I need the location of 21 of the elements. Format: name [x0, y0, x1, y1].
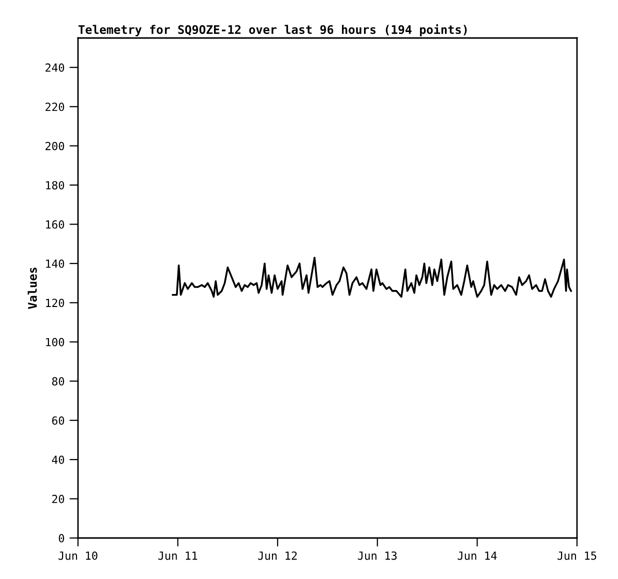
x-tick-label: Jun 10 [58, 551, 98, 560]
y-tick-label: 140 [46, 259, 64, 268]
y-tick-label: 80 [52, 377, 64, 386]
x-tick-label: Jun 12 [258, 551, 297, 560]
y-axis-title: Values [28, 268, 37, 309]
y-tick-label: 120 [46, 298, 64, 308]
y-tick-label: 100 [46, 338, 64, 346]
y-tick-label: 0 [58, 534, 64, 542]
y-tick-label: 40 [52, 456, 64, 464]
chart-title: Telemetry for SQ9OZE-12 over last 96 hours (194 points) [78, 24, 467, 36]
x-tick-label: Jun 13 [358, 551, 397, 560]
y-tick-label: 60 [52, 416, 64, 425]
y-tick-label: 220 [46, 102, 64, 112]
y-tick-label: 240 [46, 63, 64, 72]
x-tick-label: Jun 11 [158, 552, 198, 560]
y-tick-label: 200 [46, 142, 64, 150]
x-tick-label: Jun 15 [558, 552, 596, 560]
y-tick-label: 20 [52, 494, 64, 504]
x-tick-label: Jun 14 [458, 552, 497, 560]
y-tick-label: 180 [46, 181, 64, 190]
y-tick-label: 160 [46, 220, 64, 229]
